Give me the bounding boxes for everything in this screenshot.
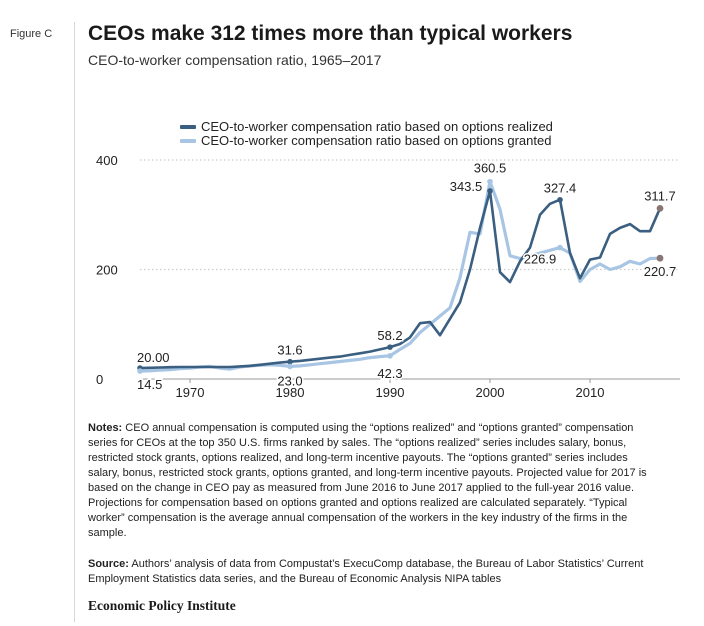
source-text: Authors’ analysis of data from Compustat… [88, 558, 644, 585]
point-marker-granted-2017 [656, 254, 664, 262]
y-tick-label-200: 200 [96, 263, 118, 278]
chart-title: CEOs make 312 times more than typical wo… [88, 22, 573, 45]
legend-item-granted: CEO-to-worker compensation ratio based o… [180, 134, 553, 148]
point-marker-realized-1980 [287, 358, 293, 365]
legend-swatch-granted [180, 139, 196, 143]
legend-label-realized: CEO-to-worker compensation ratio based o… [201, 119, 553, 134]
chart-subtitle: CEO-to-worker compensation ratio, 1965–2… [88, 52, 382, 68]
point-marker-granted-1965 [137, 368, 143, 374]
data-label-realized-1980: 31.6 [277, 343, 302, 358]
legend-swatch-realized [180, 125, 196, 129]
point-marker-granted-2007 [557, 244, 563, 251]
x-tick-label-1970: 1970 [176, 385, 205, 400]
publisher-logo: Economic Policy Institute [88, 598, 236, 613]
series-line-options-realized [138, 189, 662, 370]
data-label-granted-1965: 14.5 [137, 377, 162, 392]
source-label: Source: [88, 558, 129, 570]
data-label-realized-1965: 20.00 [137, 350, 170, 365]
legend-item-realized: CEO-to-worker compensation ratio based o… [180, 120, 553, 134]
point-marker-realized-2017 [656, 204, 664, 212]
point-marker-realized-1990 [387, 344, 393, 350]
data-label-realized-2017: 311.7 [644, 188, 676, 203]
y-tick-label-400: 400 [96, 153, 118, 168]
point-marker-realized-2007 [557, 196, 563, 203]
x-tick-label-2000: 2000 [476, 385, 505, 400]
line-chart: 0 200 400 1970 1980 1990 2000 2010 20.00 14.5 31.6… [96, 153, 680, 400]
point-marker-granted-1980 [287, 363, 293, 370]
notes-label: Notes: [88, 422, 123, 434]
data-label-granted-2000: 360.5 [474, 161, 507, 176]
data-label-realized-2007: 327.4 [544, 181, 577, 196]
vertical-divider [74, 22, 75, 622]
data-label-realized-2000: 343.5 [450, 179, 483, 194]
y-tick-label-0: 0 [96, 372, 103, 387]
chart-legend: CEO-to-worker compensation ratio based o… [180, 120, 553, 148]
x-tick-label-2010: 2010 [576, 385, 605, 400]
chart-notes: Notes: CEO annual compensation is comput… [88, 421, 660, 541]
data-label-granted-2007: 226.9 [524, 252, 557, 267]
notes-text: CEO annual compensation is computed usin… [88, 422, 647, 539]
point-marker-granted-1990 [387, 353, 393, 359]
figure-label: Figure C [10, 28, 53, 40]
data-label-granted-1990: 42.3 [377, 366, 402, 381]
data-label-realized-1990: 58.2 [377, 328, 402, 343]
x-tick-label-1980: 1980 [276, 385, 305, 400]
data-label-granted-2017: 220.7 [644, 264, 677, 279]
x-tick-label-1990: 1990 [376, 385, 405, 400]
point-marker-realized-2000 [487, 188, 493, 194]
legend-label-granted: CEO-to-worker compensation ratio based o… [201, 133, 552, 148]
chart-source: Source: Authors’ analysis of data from C… [88, 557, 660, 587]
data-label-granted-1980: 23.0 [277, 373, 302, 388]
point-marker-granted-2000 [487, 178, 493, 185]
